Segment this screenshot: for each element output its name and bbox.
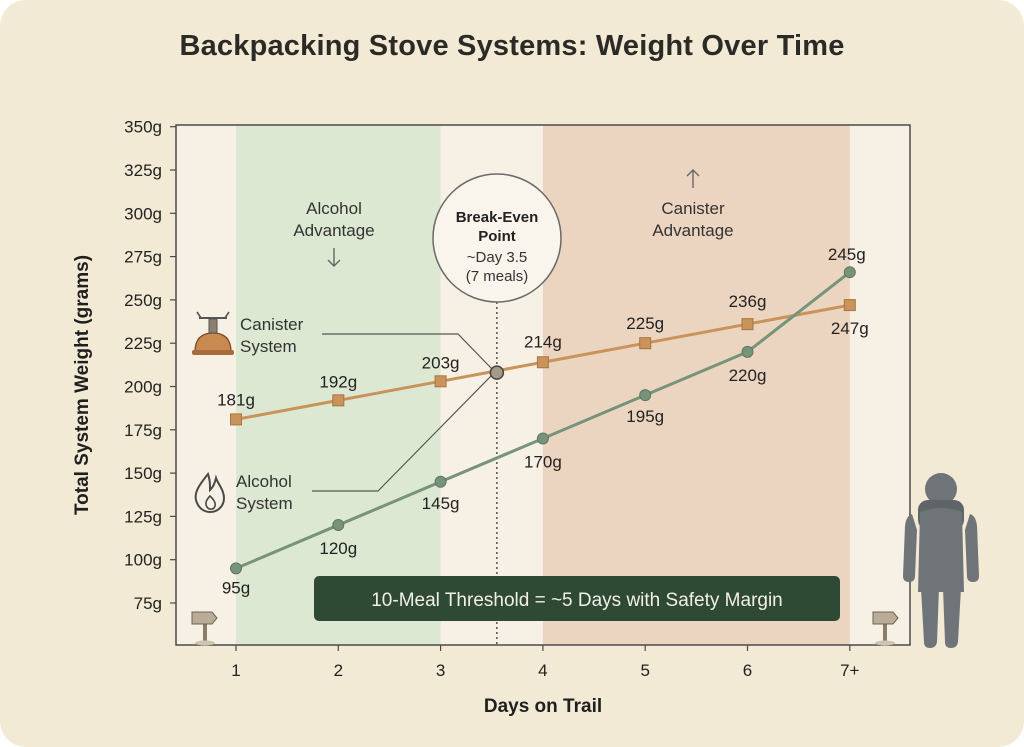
canister-advantage-label-1: Canister [661,199,725,218]
alcohol-system-value-label: 120g [319,539,357,558]
alcohol-legend-label-1: Alcohol [236,472,292,491]
y-axis-title: Total System Weight (grams) [72,255,93,515]
y-tick-label: 200g [124,378,162,397]
alcohol-system-point [639,389,652,402]
region-alcohol-advantage [236,125,441,645]
canister-system-point [332,394,345,407]
break-even-title-2: Point [478,228,516,245]
x-tick-label: 6 [743,661,752,680]
alcohol-system-point [230,562,242,575]
alcohol-system-value-label: 95g [222,578,250,597]
canister-legend-label-1: Canister [240,315,304,334]
canister-advantage-label-2: Advantage [652,221,733,240]
hiker-icon [903,473,979,648]
canister-stove-icon [192,311,234,355]
alcohol-system-value-label: 220g [729,366,767,385]
break-even-day: ~Day 3.5 [467,249,527,266]
y-tick-label: 350g [124,118,162,137]
canister-system-point [741,318,754,331]
canister-system-point [843,299,856,312]
canister-system-point [639,337,652,350]
canister-legend-connector [322,333,493,370]
y-tick-label: 75g [134,594,162,613]
alcohol-system-point [332,519,345,532]
trail-sign-icon [191,611,218,646]
canister-system-value-label: 247g [831,319,869,338]
y-tick-label: 325g [124,161,162,180]
canister-system-value-label: 192g [319,372,357,391]
alcohol-system-point [741,345,754,358]
y-tick-label: 150g [124,464,162,483]
break-even-title-1: Break-Even [456,209,539,226]
x-axis-title: Days on Trail [484,696,602,717]
alcohol-system-point [843,266,856,279]
alcohol-system-point [434,475,447,488]
canister-system-value-label: 236g [729,292,767,311]
y-tick-label: 250g [124,291,162,310]
y-tick-label: 125g [124,507,162,526]
threshold-note: 10-Meal Threshold = ~5 Days with Safety … [371,590,783,611]
x-tick-label: 3 [436,661,445,680]
canister-system-value-label: 203g [422,353,460,372]
canister-system-point [536,356,549,369]
break-even-meals: (7 meals) [466,268,529,285]
alcohol-system-point [536,432,549,445]
canister-system-value-label: 214g [524,332,562,351]
canister-system-value-label: 181g [217,390,255,409]
alcohol-system-value-label: 195g [626,407,664,426]
trail-sign-icon [872,611,899,646]
y-tick-label: 275g [124,248,162,267]
alcohol-system-value-label: 245g [828,245,866,264]
up-arrow-icon [686,169,700,188]
y-tick-label: 225g [124,334,162,353]
flame-icon [194,471,226,514]
region-canister-advantage [542,125,850,645]
canister-system-point [230,413,242,426]
chart-title: Backpacking Stove Systems: Weight Over T… [179,30,845,62]
threshold-banner [314,576,840,621]
break-even-circle [432,173,562,303]
alcohol-legend-connector [312,374,493,492]
x-tick-label: 2 [334,661,343,680]
alcohol-legend-label-2: System [236,494,293,513]
alcohol-system-value-label: 145g [422,494,460,513]
canister-system-point [434,375,447,388]
y-tick-label: 100g [124,551,162,570]
alcohol-advantage-label-2: Advantage [293,221,374,240]
x-tick-label: 4 [538,661,547,680]
down-arrow-icon [327,248,341,267]
x-tick-label: 7+ [840,661,859,680]
y-tick-label: 300g [124,204,162,223]
break-even-callout: Break-Even Point ~Day 3.5 (7 meals) [432,173,562,303]
y-tick-label: 175g [124,421,162,440]
alcohol-advantage-label-1: Alcohol [306,199,362,218]
canister-legend-label-2: System [240,337,297,356]
break-even-marker [489,365,505,380]
x-tick-label: 1 [231,661,240,680]
canister-system-value-label: 225g [626,314,664,333]
alcohol-system-value-label: 170g [524,452,562,471]
x-tick-label: 5 [640,661,649,680]
